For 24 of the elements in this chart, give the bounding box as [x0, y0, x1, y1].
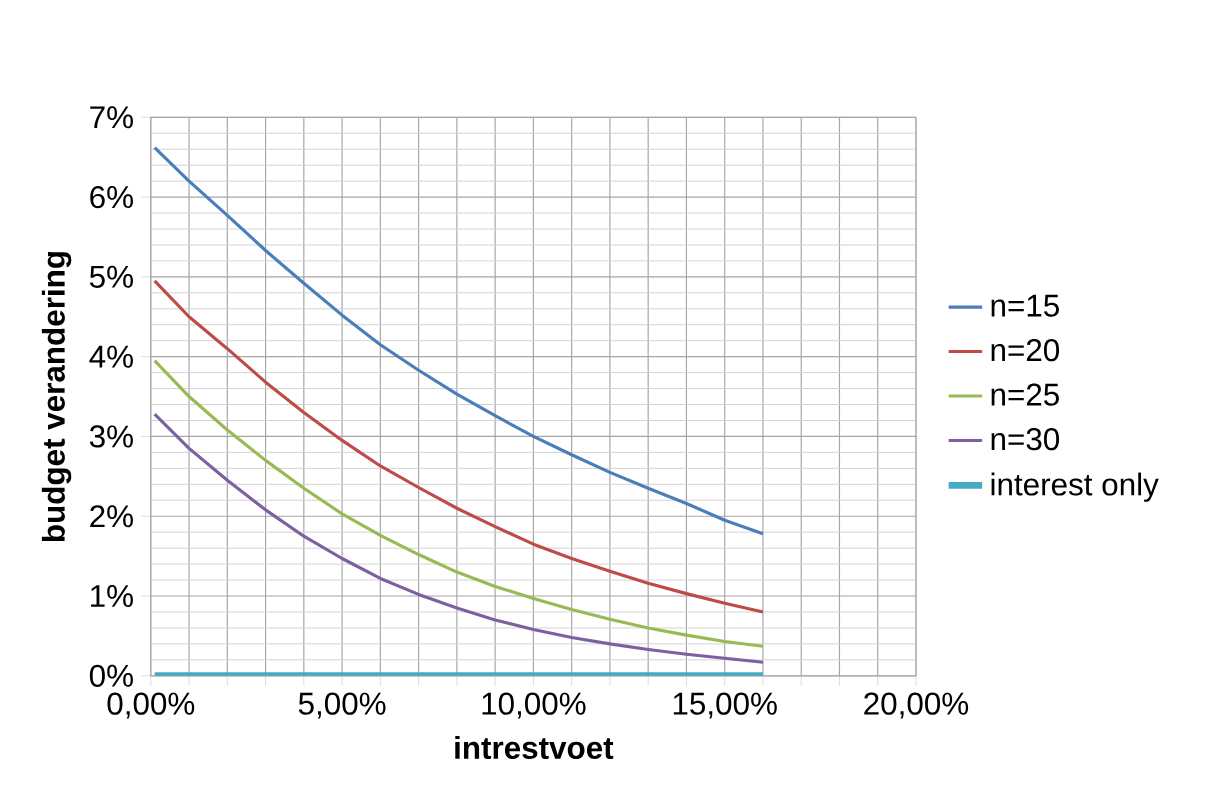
y-tick-label: 4%	[89, 345, 133, 368]
legend-label: n=30	[991, 428, 1060, 451]
legend-label: n=25	[991, 383, 1059, 406]
legend-label: interest only	[991, 472, 1159, 502]
y-tick-label: 6%	[90, 185, 133, 209]
y-tick-label: 5%	[89, 265, 133, 288]
y-tick-label: 0%	[89, 664, 133, 687]
y-tick-label: 1%	[91, 584, 133, 607]
x-tick-label: 15,00%	[673, 692, 777, 719]
legend-label: n=20	[991, 338, 1060, 362]
line-series	[153, 279, 765, 614]
x-tick-label: 5,00%	[298, 692, 386, 719]
y-tick-label: 2%	[90, 505, 133, 528]
y-axis-title: budget verandering	[41, 252, 72, 542]
y-tick-label: 7%	[90, 106, 133, 129]
line-series	[153, 359, 765, 648]
x-tick-label: 0,00%	[107, 692, 195, 719]
x-tick-label: 20,00%	[864, 692, 969, 719]
line-series	[153, 145, 765, 536]
x-tick-label: 10,00%	[482, 692, 586, 719]
y-tick-label: 3%	[89, 425, 133, 448]
line-series	[153, 412, 765, 664]
legend-label: n=15	[991, 294, 1059, 317]
x-axis-title: intrestvoet	[455, 735, 614, 759]
